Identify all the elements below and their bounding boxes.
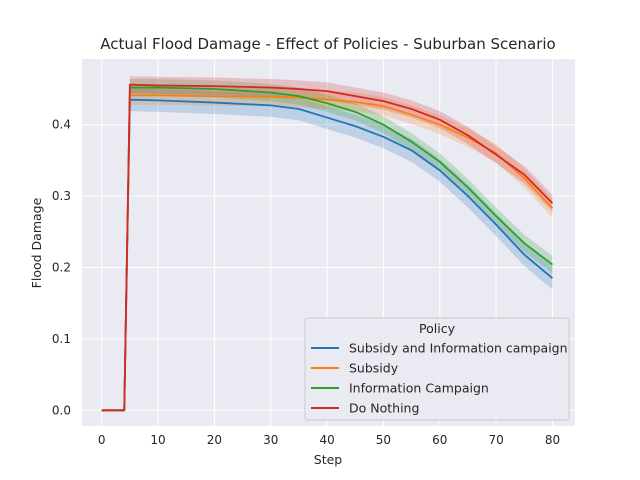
chart-title: Actual Flood Damage - Effect of Policies… <box>100 35 555 53</box>
legend-item-label: Do Nothing <box>349 401 419 416</box>
x-axis-label: Step <box>314 452 343 467</box>
legend-item-label: Subsidy and Information campaign <box>349 341 568 356</box>
series-line-0 <box>101 98 554 412</box>
x-tick-label: 40 <box>319 433 334 447</box>
legend-title: Policy <box>419 321 456 336</box>
series-line-3 <box>101 83 554 412</box>
series-lines <box>101 83 554 412</box>
y-tick-label: 0.2 <box>52 260 71 274</box>
legend-item-label: Subsidy <box>349 361 399 376</box>
confidence-band-0 <box>101 88 553 411</box>
legend-box <box>304 317 570 421</box>
y-tick-label: 0.4 <box>52 118 71 132</box>
y-axis-ticks: 0.0 0.1 0.2 0.3 0.4 <box>52 118 71 418</box>
x-tick-label: 50 <box>376 433 391 447</box>
x-tick-label: 30 <box>263 433 278 447</box>
series-line-2 <box>101 86 554 412</box>
y-tick-label: 0.3 <box>52 189 71 203</box>
x-tick-label: 20 <box>207 433 222 447</box>
x-tick-label: 60 <box>432 433 447 447</box>
x-tick-label: 10 <box>150 433 165 447</box>
x-tick-label: 70 <box>488 433 503 447</box>
x-axis-ticks: 0 10 20 30 40 50 60 70 80 <box>98 433 560 447</box>
y-tick-label: 0.0 <box>52 403 71 417</box>
legend-item-label: Information Campaign <box>349 381 489 396</box>
y-axis-label: Flood Damage <box>29 197 44 288</box>
x-tick-label: 80 <box>545 433 560 447</box>
legend: Policy Subsidy and Information campaign Su… <box>304 317 570 421</box>
x-tick-label: 0 <box>98 433 106 447</box>
y-tick-label: 0.1 <box>52 332 71 346</box>
